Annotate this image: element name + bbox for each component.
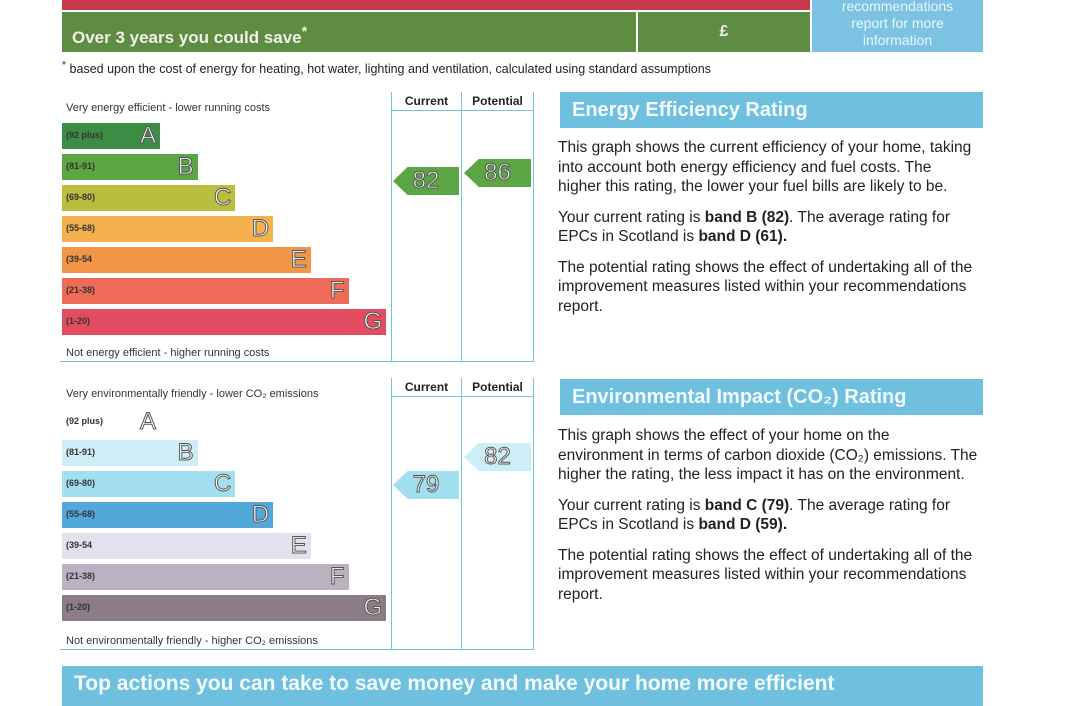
- environment-p3: The potential rating shows the effect of…: [558, 546, 973, 603]
- note-line: information: [862, 32, 933, 48]
- savings-label-text: Over 3 years you could save: [72, 27, 302, 47]
- savings-amount: £: [638, 12, 810, 52]
- band-letter: C: [214, 470, 232, 497]
- cost-row-band: [62, 0, 810, 10]
- footnote: * based upon the cost of energy for heat…: [62, 60, 711, 76]
- band-letter: E: [290, 532, 307, 559]
- divider: [461, 378, 462, 650]
- environmental-rating-chart: Very environmentally friendly - lower CO…: [60, 378, 535, 650]
- band-a: (92 plus) A: [62, 122, 160, 149]
- t: . The average rating for EPCs in Scotlan…: [558, 496, 951, 534]
- potential-rating-arrow: 86: [464, 159, 531, 187]
- environment-p1: This graph shows the effect of your home…: [558, 427, 978, 483]
- current-band: band C (79): [704, 496, 790, 514]
- t: Your current rating is: [558, 496, 705, 514]
- environment-description: This graph shows the effect of your home…: [558, 426, 978, 615]
- band-range: (69-80): [66, 478, 96, 488]
- energy-p1: This graph shows the current efficiency …: [558, 139, 972, 195]
- band-letter: B: [177, 439, 194, 466]
- potential-column-header: Potential: [472, 380, 523, 394]
- band-range: (92 plus): [66, 416, 104, 426]
- average-band: band D (59).: [698, 516, 788, 533]
- divider: [461, 92, 462, 362]
- current-column-header: Current: [404, 94, 449, 108]
- band-b: (81-91) B: [62, 439, 198, 466]
- note-line: report for more: [851, 15, 944, 31]
- band-d: (55-68) D: [62, 215, 274, 242]
- average-band: band D (61).: [698, 228, 788, 245]
- band-e: (39-54 E: [62, 532, 311, 559]
- divider: [60, 649, 534, 650]
- band-range: (1-20): [66, 602, 91, 612]
- band-letter: G: [363, 308, 383, 335]
- footnote-mark: *: [62, 60, 67, 71]
- t: . The average rating for EPCs in Scotlan…: [558, 208, 951, 246]
- band-range: (39-54: [66, 540, 93, 550]
- band-range: (1-20): [66, 316, 91, 326]
- current-rating-arrow: 82: [393, 167, 459, 195]
- t: Your current rating is: [558, 208, 705, 226]
- current-band: band B (82): [704, 208, 790, 226]
- potential-column-header: Potential: [472, 94, 523, 108]
- divider: [391, 110, 534, 111]
- band-letter: D: [251, 215, 270, 242]
- divider: [391, 378, 392, 650]
- band-f: (21-38) F: [62, 563, 349, 590]
- bottom-caption: Not environmentally friendly - higher CO…: [66, 635, 318, 647]
- band-range: (81-91): [66, 161, 96, 171]
- environment-heading: Environmental Impact (CO₂) Rating: [560, 379, 983, 415]
- energy-heading: Energy Efficiency Rating: [560, 92, 983, 128]
- band-range: (69-80): [66, 192, 96, 202]
- band-d: (55-68) D: [62, 501, 274, 528]
- band-a: (92 plus) A: [62, 408, 160, 435]
- divider: [60, 361, 534, 362]
- band-e: (39-54 E: [62, 246, 311, 273]
- environment-p2: Your current rating is band C (79). The …: [558, 496, 978, 535]
- energy-p3: The potential rating shows the effect of…: [558, 258, 973, 315]
- current-column-header: Current: [404, 380, 449, 394]
- band-range: (92 plus): [66, 130, 104, 140]
- note-line: recommendations: [841, 0, 954, 14]
- band-letter: A: [139, 122, 156, 149]
- recommendations-note: recommendations report for more informat…: [812, 0, 983, 52]
- band-letter: C: [214, 184, 232, 211]
- band-b: (81-91) B: [62, 153, 198, 180]
- band-c: (69-80) C: [62, 184, 236, 211]
- band-g: (1-20) G: [62, 308, 387, 335]
- band-range: (55-68): [66, 509, 96, 519]
- band-f: (21-38) F: [62, 277, 349, 304]
- band-range: (21-38): [66, 571, 96, 581]
- top-caption: Very environmentally friendly - lower CO…: [66, 388, 319, 400]
- band-c: (69-80) C: [62, 470, 236, 497]
- band-g: (1-20) G: [62, 594, 387, 621]
- divider: [533, 92, 534, 362]
- footnote-text: based upon the cost of energy for heatin…: [69, 62, 711, 77]
- potential-rating-arrow: 82: [464, 443, 531, 471]
- band-letter: F: [329, 563, 345, 590]
- band-letter: B: [177, 153, 194, 180]
- divider: [533, 378, 534, 650]
- energy-rating-chart: Very energy efficient - lower running co…: [60, 92, 535, 362]
- energy-p2: Your current rating is band B (82). The …: [558, 208, 978, 247]
- band-letter: G: [363, 594, 383, 621]
- band-letter: F: [329, 277, 345, 304]
- savings-label: Over 3 years you could save*: [62, 12, 636, 52]
- top-caption: Very energy efficient - lower running co…: [66, 102, 271, 114]
- band-range: (39-54: [66, 254, 93, 264]
- band-letter: E: [290, 246, 307, 273]
- band-letter: A: [139, 408, 156, 435]
- divider: [391, 92, 392, 362]
- band-range: (55-68): [66, 223, 96, 233]
- top-actions-banner: Top actions you can take to save money a…: [62, 666, 983, 706]
- current-rating-arrow: 79: [393, 471, 459, 499]
- bottom-caption: Not energy efficient - higher running co…: [66, 347, 270, 359]
- asterisk: *: [301, 24, 308, 40]
- band-range: (21-38): [66, 285, 96, 295]
- energy-description: This graph shows the current efficiency …: [558, 138, 978, 327]
- band-letter: D: [251, 501, 270, 528]
- divider: [391, 396, 534, 397]
- band-range: (81-91): [66, 447, 96, 457]
